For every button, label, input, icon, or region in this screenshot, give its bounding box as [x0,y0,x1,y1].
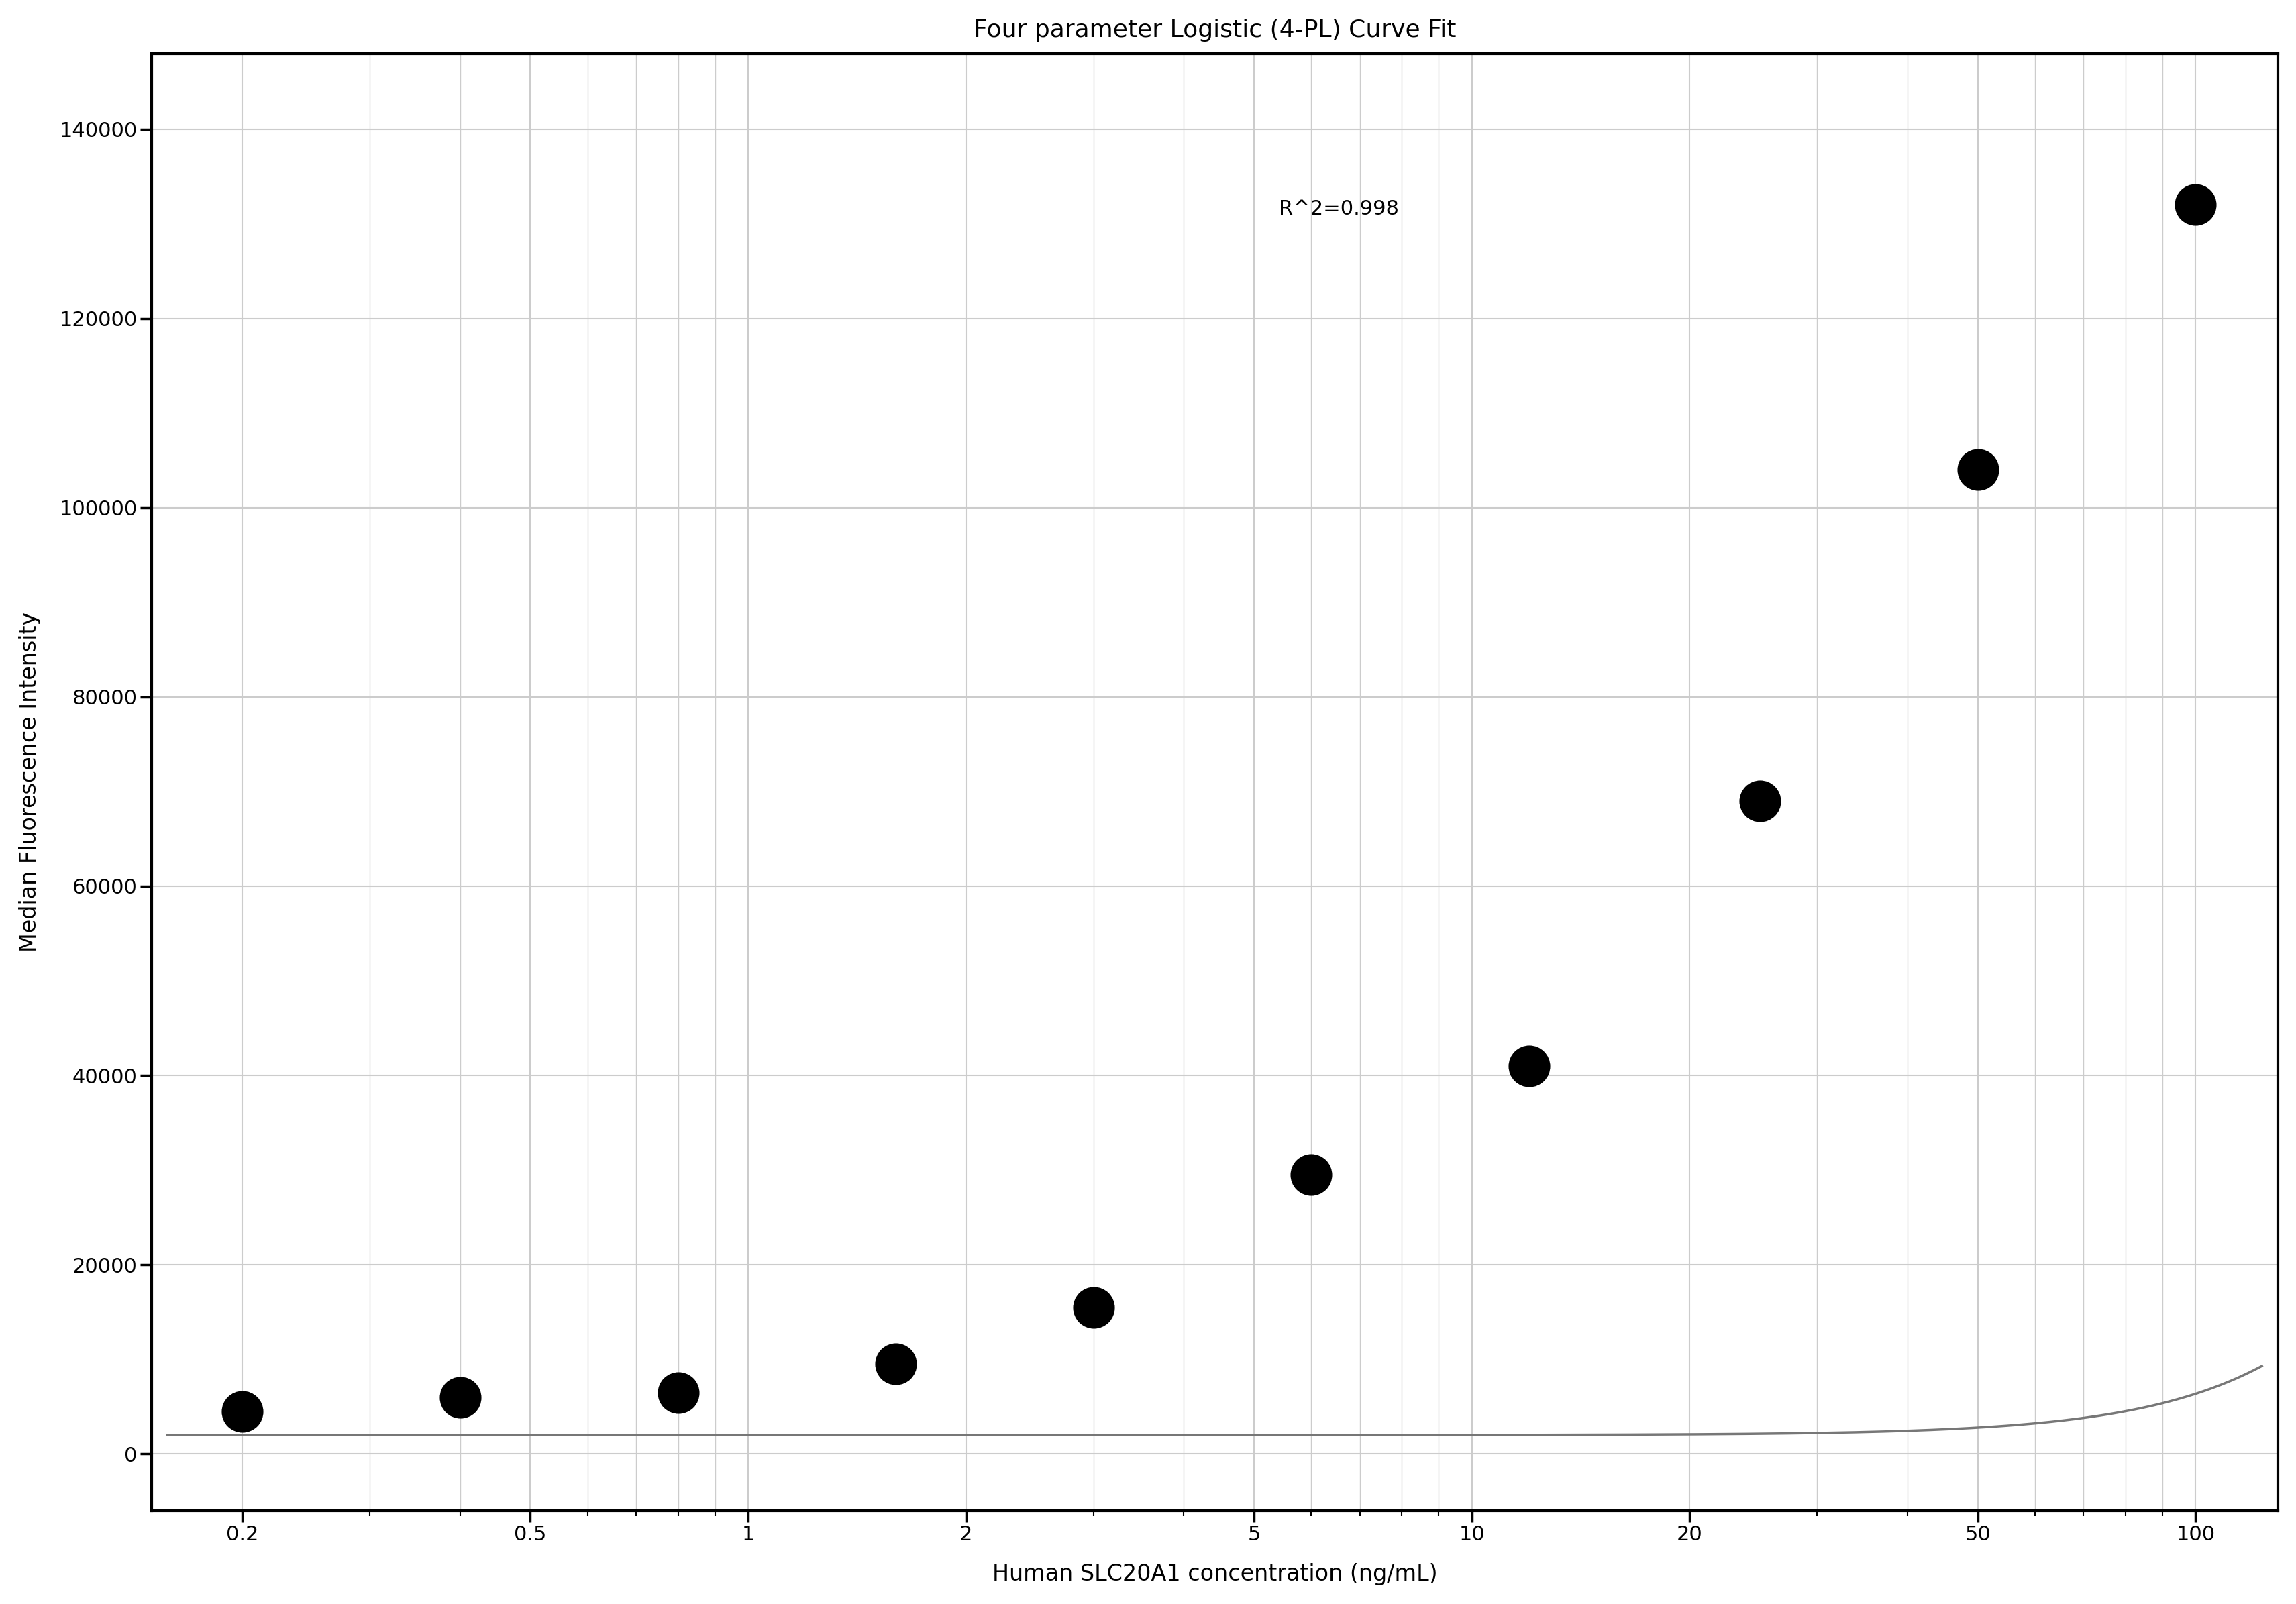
X-axis label: Human SLC20A1 concentration (ng/mL): Human SLC20A1 concentration (ng/mL) [992,1564,1437,1585]
Point [1740,788,1777,813]
Point [1293,1161,1329,1187]
Point [1511,1054,1548,1079]
Point [223,1399,259,1424]
Point [659,1379,696,1405]
Text: R^2=0.998: R^2=0.998 [1279,199,1398,218]
Point [2177,192,2213,218]
Point [877,1351,914,1376]
Point [1958,457,1995,483]
Point [1075,1294,1111,1320]
Point [441,1384,478,1410]
Title: Four parameter Logistic (4-PL) Curve Fit: Four parameter Logistic (4-PL) Curve Fit [974,19,1456,42]
Y-axis label: Median Fluorescence Intensity: Median Fluorescence Intensity [18,613,41,953]
